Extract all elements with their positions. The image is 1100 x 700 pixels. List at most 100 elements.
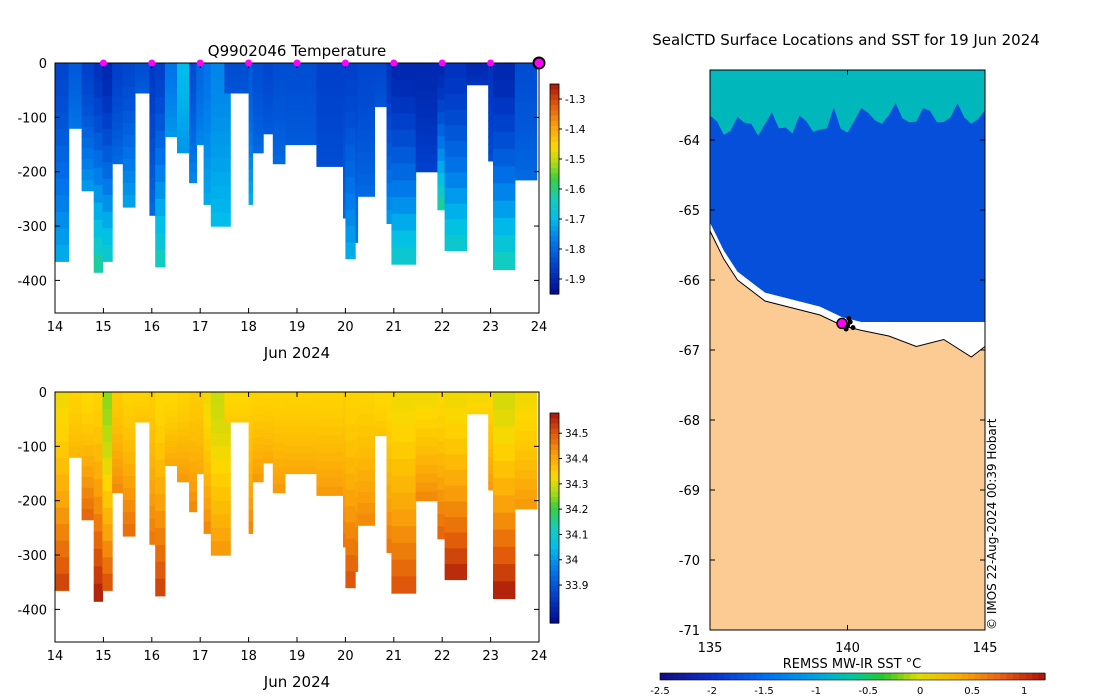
profile-cell: [488, 79, 494, 89]
profile-column: [203, 63, 212, 205]
colorbar-swatch: [550, 523, 559, 530]
profile-cell: [203, 415, 212, 428]
colorbar-swatch: [550, 560, 559, 566]
profile-cell: [164, 398, 178, 405]
profile-cell: [357, 162, 375, 175]
profile-cell: [466, 392, 492, 395]
profile-cell: [415, 117, 438, 127]
profile-cell: [374, 424, 388, 429]
profile-cell: [224, 406, 250, 410]
surface-marker: [245, 59, 253, 67]
profile-column: [386, 392, 392, 553]
y-tick-label: -400: [17, 603, 47, 618]
profile-cell: [345, 242, 356, 260]
profile-cell: [391, 79, 417, 98]
profile-cell: [177, 429, 190, 438]
profile-cell: [149, 493, 156, 507]
profile-cell: [102, 211, 113, 229]
profile-cell: [177, 474, 190, 483]
profile-cell: [203, 169, 212, 182]
profile-cell: [55, 441, 70, 459]
profile-cell: [102, 96, 113, 114]
profile-cell: [102, 524, 113, 542]
profile-cell: [81, 105, 95, 117]
profile-cell: [177, 392, 190, 401]
profile-cell: [252, 406, 264, 415]
profile-cell: [343, 63, 346, 77]
profile-column: [134, 392, 150, 423]
profile-cell: [444, 141, 467, 158]
colorbar-swatch: [550, 257, 559, 264]
profile-cell: [122, 464, 136, 477]
profile-cell: [345, 555, 356, 572]
profile-cell: [81, 158, 95, 170]
profile-column: [112, 63, 124, 165]
profile-cell: [189, 411, 197, 423]
profile-column: [189, 63, 197, 184]
profile-cell: [514, 121, 538, 132]
profile-cell: [93, 115, 103, 134]
profile-cell: [357, 151, 375, 164]
profile-cell: [514, 401, 538, 412]
profile-cell: [343, 140, 346, 154]
profile-cell: [112, 113, 124, 123]
profile-cell: [437, 173, 446, 186]
profile-column: [272, 63, 286, 165]
profile-cell: [514, 440, 538, 451]
profile-cell: [386, 539, 392, 553]
profile-cell: [177, 122, 190, 131]
temperature-title: Q9902046 Temperature: [208, 42, 386, 60]
colorbar-swatch: [550, 491, 559, 498]
profile-cell: [189, 451, 197, 463]
profile-cell: [357, 436, 375, 449]
profile-cell: [81, 498, 95, 510]
profile-cell: [493, 80, 516, 98]
profile-cell: [415, 437, 438, 447]
colorbar-swatch: [550, 518, 559, 524]
profile-cell: [466, 397, 492, 400]
colorbar-swatch: [550, 215, 559, 222]
profile-cell: [93, 132, 103, 151]
profile-cell: [155, 392, 166, 410]
colorbar-swatch: [550, 189, 559, 195]
profile-cell: [93, 219, 103, 238]
profile-cell: [134, 82, 150, 86]
profile-cell: [466, 393, 492, 397]
profile-cell: [155, 544, 166, 563]
colorbar-swatch: [550, 617, 559, 624]
profile-cell: [263, 392, 274, 399]
colorbar-swatch: [724, 673, 732, 680]
colorbar-swatch: [781, 673, 789, 680]
profile-cell: [514, 392, 538, 403]
profile-cell: [252, 474, 264, 483]
profile-cell: [357, 414, 375, 426]
profile-cell: [374, 406, 388, 411]
profile-cell: [81, 148, 95, 160]
profile-cell: [345, 522, 356, 540]
x-tick-label: 21: [386, 320, 403, 335]
colorbar-tick-label: -1.8: [565, 244, 586, 256]
colorbar-swatch: [550, 413, 559, 419]
colorbar-swatch: [550, 173, 559, 180]
y-tick-label: -69: [679, 484, 700, 499]
profile-cell: [437, 428, 446, 442]
profile-cell: [488, 144, 494, 154]
current-seal-location: [836, 317, 848, 330]
profile-cell: [514, 469, 538, 481]
profile-cell: [444, 501, 467, 518]
profile-cell: [374, 73, 388, 79]
profile-cell: [248, 474, 254, 487]
colorbar-swatch: [550, 455, 559, 461]
profile-cell: [203, 180, 212, 194]
profile-cell: [122, 159, 136, 172]
profile-cell: [355, 511, 359, 528]
profile-cell: [386, 432, 392, 447]
profile-cell: [203, 98, 212, 111]
profile-cell: [415, 90, 438, 100]
profile-cell: [68, 90, 83, 97]
profile-cell: [415, 428, 438, 438]
profile-cell: [55, 195, 70, 213]
profile-cell: [93, 461, 103, 480]
profile-cell: [514, 150, 538, 161]
profile-column: [55, 392, 70, 591]
